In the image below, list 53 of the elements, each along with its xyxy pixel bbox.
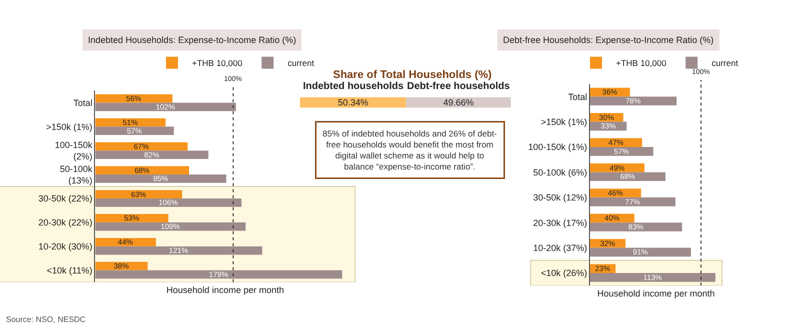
- y-tick-label: 10-20k (30%): [38, 241, 92, 252]
- bar: [95, 198, 242, 207]
- y-tick-label: <10k (11%): [46, 265, 92, 276]
- bar: [590, 248, 691, 257]
- bar: [95, 246, 262, 255]
- x-axis-title: Household income per month: [597, 288, 715, 298]
- y-tick-label: >150k (1%): [540, 116, 588, 127]
- bar: [590, 96, 677, 106]
- bar: [95, 190, 182, 198]
- bar: [95, 174, 226, 183]
- chart-title: Share of Total Households (%): [333, 69, 492, 81]
- y-tick-label: 30-50k (22%): [38, 194, 92, 204]
- chart-title: Debt-free Households: Expense-to-Income Ratio (%): [503, 35, 714, 45]
- y-tick-label: 30-50k (12%): [533, 192, 588, 203]
- y-tick-label: <10k (26%): [540, 268, 588, 278]
- x-axis-title: Household income per month: [166, 285, 284, 296]
- bar: [95, 238, 156, 246]
- bar: [590, 222, 682, 232]
- bar: [95, 270, 342, 279]
- series-label: Debt-free households: [407, 81, 510, 92]
- bar: [590, 172, 666, 182]
- series-label: Indebted households: [303, 81, 404, 92]
- bar: [95, 222, 246, 231]
- bar: [95, 142, 188, 151]
- bar: [95, 166, 190, 175]
- bar: [590, 138, 642, 147]
- legend-label: current: [712, 58, 739, 68]
- bar: [590, 188, 642, 198]
- y-tick-label: 50-100k (13%): [60, 164, 93, 186]
- y-tick-label: 20-30k (22%): [38, 218, 92, 228]
- y-tick-label: 20-30k (17%): [533, 218, 588, 228]
- y-tick-label: Total: [73, 98, 92, 108]
- y-tick-label: Total: [568, 92, 588, 102]
- annotation: 85% of indebted households and 26% of debt-free households would benefit the most from digital wallet scheme as it would help to balance “expense-to-income ratio”.: [322, 128, 498, 172]
- bar: [95, 150, 208, 159]
- y-tick-label: 100-150k (1%): [528, 142, 588, 152]
- y-tick-label: 10-20k (37%): [533, 242, 588, 253]
- legend-label: current: [288, 58, 315, 68]
- bar: [95, 102, 236, 112]
- y-tick-label: >150k (1%): [46, 122, 92, 132]
- bar: [590, 147, 654, 156]
- bar: [590, 273, 716, 282]
- legend-label: +THB 10,000: [616, 58, 667, 68]
- data-label: 50.34%: [338, 97, 368, 108]
- y-tick-label: 100-150k (2%): [54, 140, 93, 162]
- data-label: 49.66%: [443, 97, 474, 108]
- y-tick-label: 50-100k (6%): [533, 167, 588, 178]
- bar: [95, 214, 168, 222]
- bar: [95, 126, 174, 136]
- source-note: Source: NSO, NESDC: [6, 315, 86, 324]
- bar: [590, 197, 676, 206]
- chart-title: Indebted Households: Expense-to-Income Ratio (%): [88, 35, 296, 45]
- legend-label: +THB 10,000: [192, 58, 243, 68]
